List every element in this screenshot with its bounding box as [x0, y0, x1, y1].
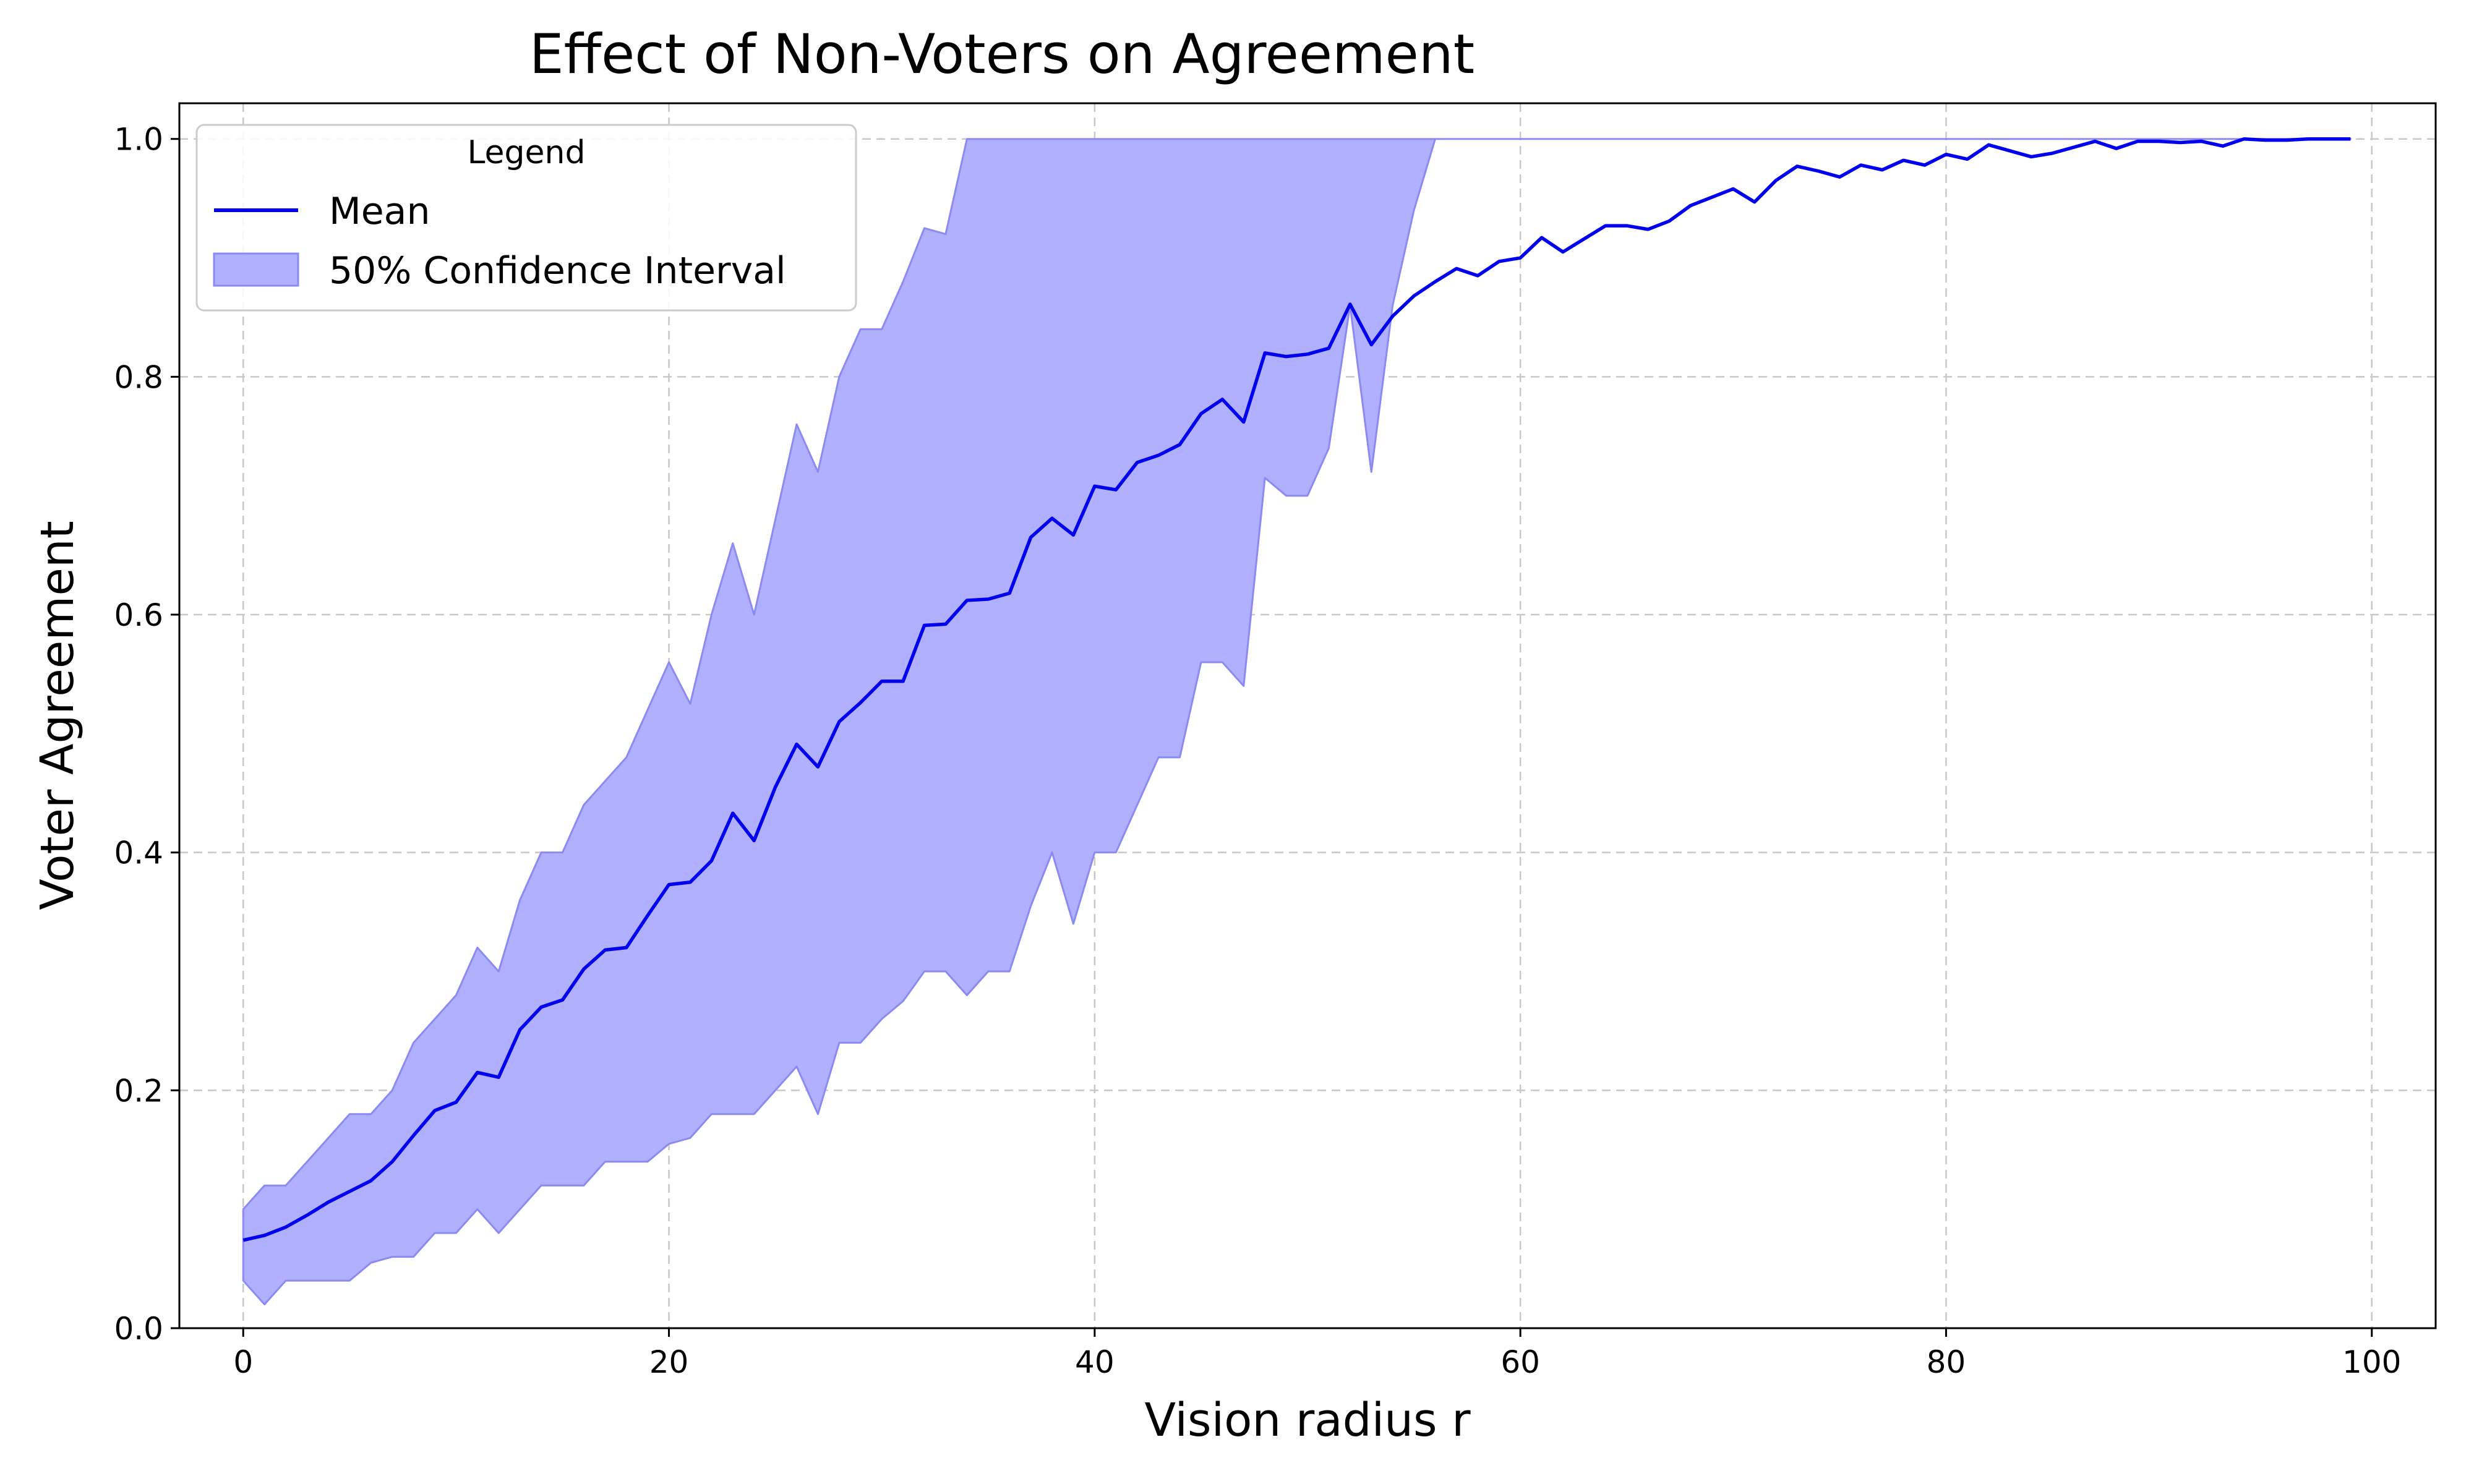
x-tick-label: 40: [1075, 1344, 1115, 1380]
y-tick-label: 0.2: [114, 1073, 163, 1109]
legend-mean-label: Mean: [329, 190, 430, 233]
plot-frame: [178, 102, 2437, 1329]
y-tick-label: 0.6: [114, 597, 163, 633]
x-tick-label: 0: [233, 1344, 253, 1380]
mean-line: [242, 137, 2351, 1242]
chart-title: Effect of Non-Voters on Agreement: [529, 22, 1475, 86]
x-axis-ticks: 0 20 40 60 80 100: [233, 1328, 2401, 1380]
x-tick-label: 20: [649, 1344, 689, 1380]
x-tick-label: 100: [2342, 1344, 2401, 1380]
y-tick-label: 1.0: [114, 122, 163, 158]
y-axis-label: Voter Agreement: [31, 521, 84, 910]
y-tick-label: 0.4: [114, 835, 163, 871]
y-tick-label: 0.8: [114, 359, 163, 395]
legend: Legend Mean 50% Confidence Interval: [195, 124, 857, 312]
y-tick-label: 0.0: [114, 1311, 163, 1347]
legend-band-swatch: [213, 252, 299, 287]
x-axis-label: Vision radius r: [1144, 1394, 1471, 1447]
mean-line-layer: [242, 137, 2351, 1242]
legend-title: Legend: [467, 134, 585, 171]
legend-band-label: 50% Confidence Interval: [329, 249, 786, 292]
y-axis-ticks: 0.0 0.2 0.4 0.6 0.8 1.0: [114, 122, 179, 1347]
x-tick-label: 80: [1927, 1344, 1966, 1380]
legend-box: [195, 124, 857, 312]
x-tick-label: 60: [1500, 1344, 1540, 1380]
